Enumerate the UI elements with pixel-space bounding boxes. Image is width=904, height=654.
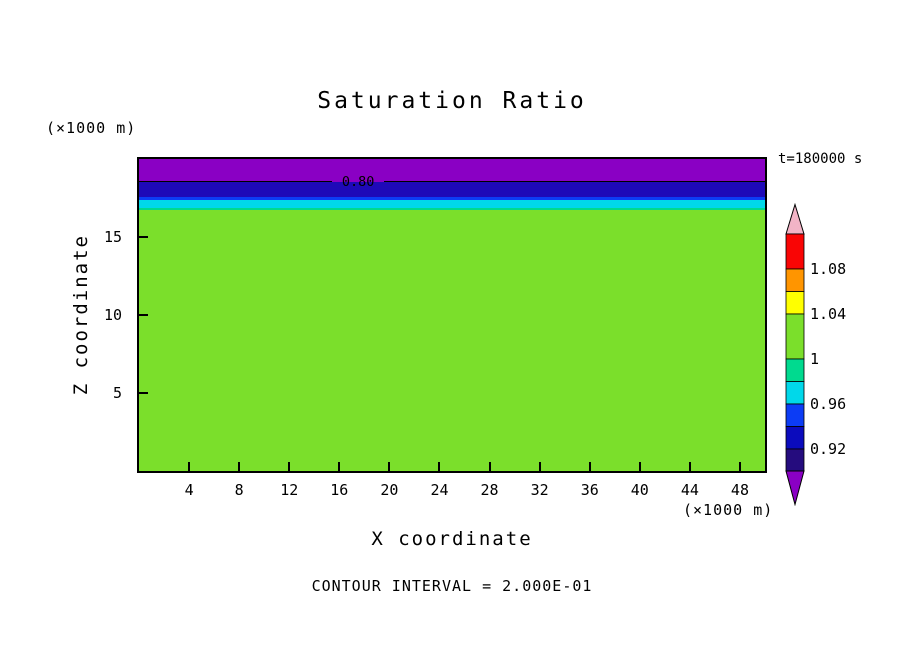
colorbar-segment: [785, 381, 805, 405]
colorbar-segment: [785, 403, 805, 427]
x-tick-mark: [188, 462, 191, 471]
y-tick-mark: [139, 236, 148, 238]
x-tick-mark: [438, 462, 441, 471]
colorbar-segment: [785, 291, 805, 315]
x-tick-label: 8: [234, 481, 244, 499]
x-tick-label: 44: [680, 481, 699, 499]
colorbar-top-arrow: [785, 202, 805, 235]
contour-band: [139, 208, 765, 211]
y-axis-unit: (×1000 m): [46, 119, 137, 137]
time-label: t=180000 s: [778, 151, 863, 167]
x-tick-mark: [238, 462, 241, 471]
contour-band: [139, 210, 765, 471]
x-tick-mark: [338, 462, 341, 471]
contour-band: [139, 181, 765, 198]
colorbar-segment: [785, 448, 805, 472]
x-tick-label: 4: [184, 481, 194, 499]
contour-band: [139, 159, 765, 182]
x-tick-label: 16: [330, 481, 349, 499]
x-tick-mark: [388, 462, 391, 471]
colorbar-label: 1.08: [810, 260, 847, 278]
x-tick-mark: [688, 462, 691, 471]
colorbar-label: 1: [810, 350, 820, 368]
contour-band: [139, 197, 765, 201]
contour-interval-note: CONTOUR INTERVAL = 2.000E-01: [311, 577, 593, 595]
x-tick-label: 28: [480, 481, 499, 499]
chart-title: Saturation Ratio: [317, 88, 587, 114]
y-tick-label: 15: [103, 228, 122, 246]
x-tick-mark: [488, 462, 491, 471]
x-tick-mark: [638, 462, 641, 471]
x-tick-labels: 4 8 12 16 20 24 28 32 36 40 44 48: [139, 481, 765, 501]
y-tick-mark: [139, 314, 148, 316]
x-tick-label: 24: [430, 481, 449, 499]
contour-band: [139, 200, 765, 209]
x-tick-label: 20: [380, 481, 399, 499]
colorbar-segment: [785, 358, 805, 382]
colorbar-segment: [785, 313, 805, 360]
x-tick-label: 36: [580, 481, 599, 499]
colorbar: [777, 202, 813, 507]
colorbar-bottom-arrow: [785, 470, 805, 507]
x-tick-mark: [288, 462, 291, 471]
colorbar-scale: [785, 202, 805, 507]
x-tick-label: 40: [630, 481, 649, 499]
colorbar-label: 0.96: [810, 395, 847, 413]
x-tick-label: 32: [530, 481, 549, 499]
x-tick-mark: [538, 462, 541, 471]
x-tick-label: 48: [730, 481, 749, 499]
colorbar-segment: [785, 426, 805, 450]
contour-line: [139, 180, 333, 183]
x-tick-mark: [738, 462, 741, 471]
colorbar-label: 1.04: [810, 305, 847, 323]
contour-line: [384, 180, 765, 183]
y-tick-label: 10: [103, 306, 122, 324]
y-tick-label: 5: [112, 384, 122, 402]
plot-area: 0.80: [137, 157, 767, 473]
x-axis-label: X coordinate: [371, 528, 533, 550]
x-tick-mark: [588, 462, 591, 471]
colorbar-segment: [785, 233, 805, 270]
colorbar-segment: [785, 268, 805, 292]
x-tick-label: 12: [280, 481, 299, 499]
colorbar-label: 0.92: [810, 440, 847, 458]
y-tick-mark: [139, 392, 148, 394]
y-tick-labels: 5 10 15: [88, 159, 130, 471]
x-axis-unit: (×1000 m): [683, 501, 774, 519]
contour-line-label: 0.80: [341, 174, 375, 191]
